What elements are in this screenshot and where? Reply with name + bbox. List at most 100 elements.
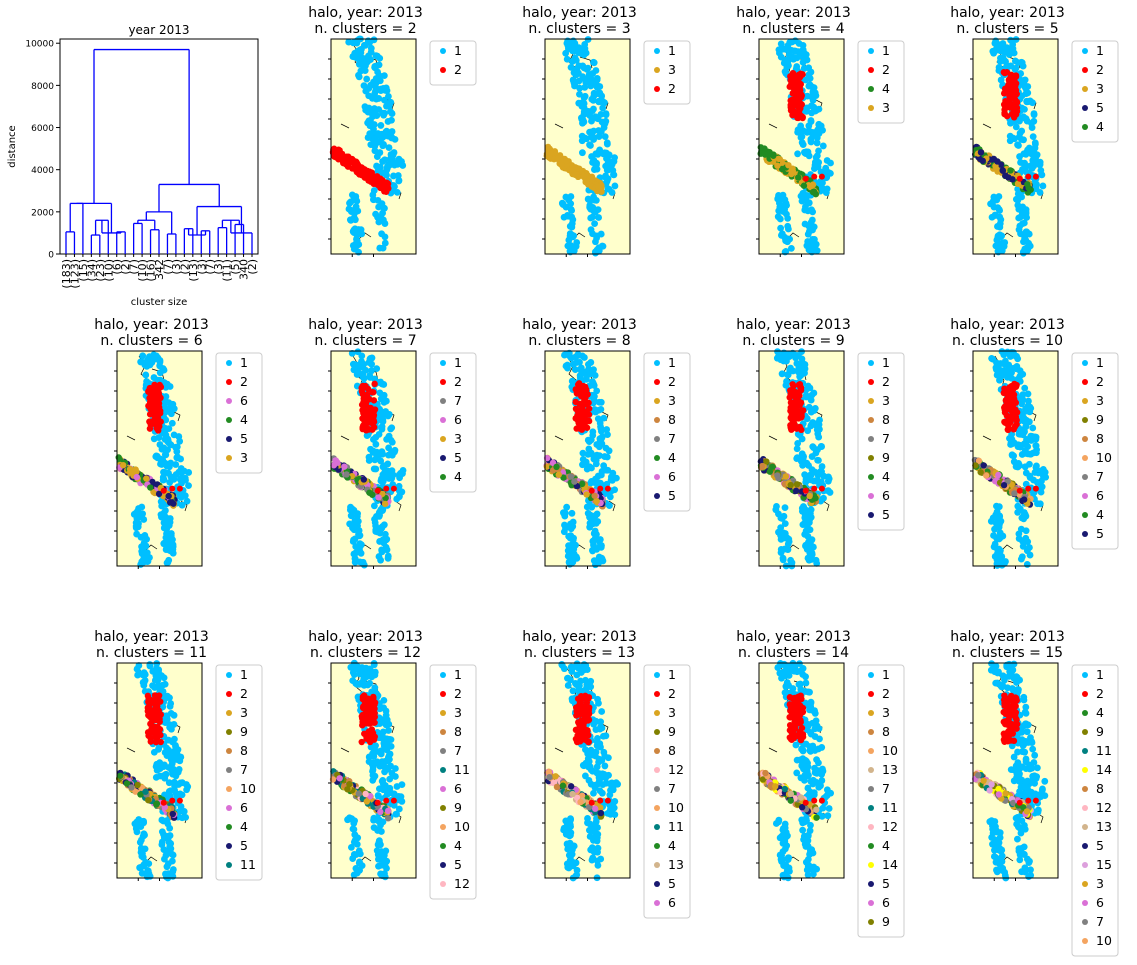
data-point bbox=[589, 537, 597, 545]
data-point bbox=[774, 162, 781, 169]
data-point bbox=[165, 439, 173, 447]
data-point bbox=[1020, 150, 1028, 158]
data-point bbox=[170, 431, 178, 439]
data-point bbox=[559, 200, 566, 208]
data-point bbox=[571, 366, 579, 373]
legend-label: 3 bbox=[668, 393, 676, 408]
cluster-points bbox=[757, 144, 820, 198]
data-point bbox=[369, 191, 377, 199]
data-point bbox=[781, 68, 789, 76]
cluster-2-points bbox=[1000, 69, 1039, 182]
cluster-points bbox=[972, 143, 1034, 196]
data-point bbox=[1013, 409, 1021, 416]
data-point bbox=[380, 216, 387, 224]
data-point bbox=[575, 69, 582, 77]
data-point bbox=[994, 223, 1001, 230]
data-point bbox=[385, 472, 392, 480]
data-point bbox=[384, 460, 392, 468]
data-point bbox=[152, 452, 160, 460]
data-point bbox=[775, 49, 783, 57]
data-point bbox=[380, 72, 388, 80]
data-point bbox=[794, 128, 802, 136]
data-point bbox=[788, 96, 796, 103]
data-point bbox=[373, 162, 380, 170]
data-point bbox=[562, 193, 570, 201]
legend-label: 1 bbox=[454, 355, 462, 370]
leaf-label: (2) bbox=[119, 259, 132, 275]
data-point bbox=[772, 506, 780, 514]
legend-label: 1 bbox=[882, 355, 890, 370]
data-point bbox=[162, 416, 170, 424]
leaf-label: (183) bbox=[60, 259, 73, 289]
data-point bbox=[376, 244, 384, 252]
data-point bbox=[781, 356, 788, 364]
data-point bbox=[1026, 544, 1033, 551]
data-point bbox=[802, 175, 809, 182]
data-point bbox=[146, 661, 154, 668]
data-point bbox=[358, 401, 366, 408]
data-point bbox=[1010, 349, 1017, 356]
data-point bbox=[586, 513, 593, 521]
data-point bbox=[561, 509, 569, 517]
data-point bbox=[364, 108, 372, 116]
leaf-label: (34) bbox=[85, 259, 98, 282]
data-point bbox=[599, 104, 607, 112]
data-point bbox=[1019, 426, 1027, 434]
data-point bbox=[795, 174, 802, 181]
data-point bbox=[574, 412, 581, 419]
legend-label: 2 bbox=[882, 62, 890, 77]
legend-box bbox=[1071, 40, 1119, 143]
data-point bbox=[367, 141, 375, 149]
data-point bbox=[380, 391, 388, 399]
data-point bbox=[1005, 425, 1012, 432]
data-point bbox=[1037, 167, 1045, 174]
data-point bbox=[352, 193, 360, 200]
data-point bbox=[569, 76, 577, 84]
data-point bbox=[350, 536, 357, 544]
coastline-segment bbox=[171, 410, 181, 422]
data-point bbox=[595, 133, 603, 140]
data-point bbox=[1001, 105, 1009, 112]
data-point bbox=[346, 216, 354, 224]
data-point bbox=[371, 173, 378, 180]
data-point bbox=[1020, 136, 1027, 144]
legend-marker bbox=[440, 436, 446, 442]
legend-marker bbox=[868, 493, 874, 499]
legend-marker bbox=[440, 474, 446, 480]
data-point bbox=[360, 561, 368, 569]
data-point bbox=[1019, 370, 1027, 378]
data-point bbox=[586, 519, 594, 527]
legend-marker bbox=[1082, 105, 1088, 111]
panel-subtitle: n. clusters = 2 bbox=[314, 21, 416, 37]
data-point bbox=[1016, 222, 1024, 230]
data-point bbox=[991, 211, 999, 219]
data-point bbox=[393, 159, 401, 167]
data-point bbox=[555, 471, 562, 478]
data-point bbox=[1007, 435, 1015, 443]
data-point bbox=[793, 390, 800, 397]
data-point bbox=[1018, 553, 1026, 561]
legend-marker bbox=[440, 398, 446, 404]
data-point bbox=[797, 87, 804, 94]
data-point bbox=[168, 410, 175, 418]
legend-marker bbox=[1082, 398, 1088, 404]
data-point bbox=[1039, 465, 1047, 473]
data-point bbox=[569, 233, 577, 241]
data-point bbox=[382, 180, 389, 187]
data-point bbox=[1006, 132, 1014, 140]
data-point bbox=[132, 466, 139, 473]
data-point bbox=[140, 555, 147, 563]
data-point bbox=[136, 864, 144, 872]
data-point bbox=[354, 510, 361, 518]
data-point bbox=[352, 549, 360, 557]
data-point bbox=[380, 185, 387, 193]
legend-label: 3 bbox=[882, 100, 890, 115]
data-point bbox=[987, 517, 995, 525]
data-point bbox=[996, 376, 1003, 384]
data-point bbox=[609, 469, 617, 477]
y-tick-label: 10000 bbox=[25, 40, 54, 50]
data-point bbox=[1021, 105, 1028, 113]
data-point bbox=[782, 237, 790, 245]
data-point bbox=[818, 485, 825, 492]
